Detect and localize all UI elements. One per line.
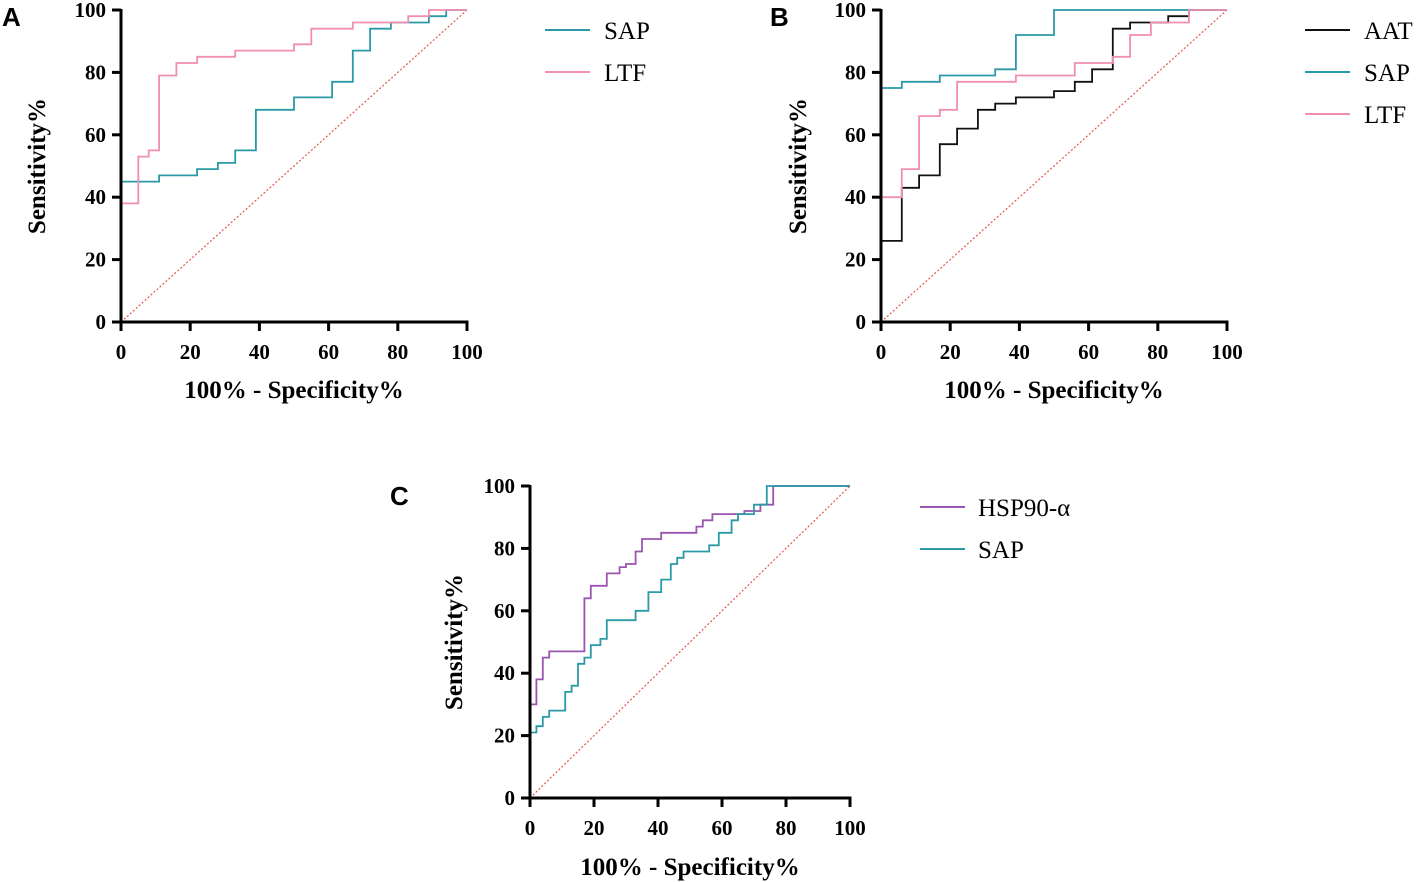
legend: SAP LTF <box>545 18 650 87</box>
x-axis-title: 100% - Specificity% <box>580 854 799 881</box>
x-tick-label: 20 <box>180 340 201 364</box>
y-tick-label: 100 <box>484 474 516 498</box>
y-tick-label: 0 <box>96 310 107 334</box>
panel-label: C <box>390 481 409 511</box>
y-tick-label: 80 <box>494 536 515 560</box>
y-axis-title: Sensitivity% <box>24 98 51 234</box>
x-tick-label: 100 <box>451 340 483 364</box>
y-tick-label: 20 <box>85 248 106 272</box>
panel-label: A <box>2 2 21 32</box>
x-tick-label: 40 <box>1009 340 1030 364</box>
y-tick-label: 80 <box>845 60 866 84</box>
y-tick-label: 20 <box>845 248 866 272</box>
roc-curve-sap <box>120 9 467 322</box>
roc-curve-sap <box>529 485 850 798</box>
legend-label: SAP <box>604 18 650 45</box>
y-tick-label: 60 <box>494 599 515 623</box>
x-tick-label: 60 <box>318 340 339 364</box>
y-tick-label: 100 <box>75 0 107 22</box>
x-tick-label: 20 <box>940 340 961 364</box>
legend-label: LTF <box>1364 102 1406 129</box>
x-tick-label: 80 <box>776 816 797 840</box>
legend: HSP90-α SAP <box>920 495 1070 564</box>
y-tick-label: 20 <box>494 724 515 748</box>
x-tick-label: 0 <box>525 816 536 840</box>
legend-label: SAP <box>978 537 1024 564</box>
roc-curve-aat <box>880 9 1227 322</box>
reference-diagonal-line <box>120 9 468 323</box>
x-tick-label: 80 <box>387 340 408 364</box>
x-tick-label: 0 <box>876 340 887 364</box>
roc-curve-hsp90- <box>529 485 850 798</box>
legend-label: LTF <box>604 60 646 87</box>
y-tick-label: 100 <box>835 0 867 22</box>
roc-curve-ltf <box>880 9 1227 322</box>
y-tick-label: 40 <box>85 185 106 209</box>
reference-diagonal-line <box>880 9 1228 323</box>
x-tick-label: 20 <box>584 816 605 840</box>
x-tick-label: 100 <box>1211 340 1243 364</box>
x-axis-title: 100% - Specificity% <box>944 377 1163 404</box>
y-tick-label: 80 <box>85 60 106 84</box>
roc-curve-sap <box>880 9 1227 322</box>
y-tick-label: 60 <box>845 123 866 147</box>
roc-panel-a: A 0 20 40 60 80 100 0 20 40 60 80 100 100% - Specific… <box>2 0 650 404</box>
y-tick-label: 40 <box>845 185 866 209</box>
legend: AAT SAP LTF <box>1305 18 1413 129</box>
legend-label: AAT <box>1364 18 1413 45</box>
y-tick-label: 0 <box>505 786 516 810</box>
panel-label: B <box>770 2 789 32</box>
x-tick-label: 100 <box>834 816 866 840</box>
legend-label: HSP90-α <box>978 495 1070 522</box>
roc-panel-c: C 0 20 40 60 80 100 0 20 40 60 80 100 100% - Specific… <box>390 474 1070 881</box>
y-tick-label: 40 <box>494 661 515 685</box>
reference-diagonal-line <box>529 485 851 799</box>
x-tick-label: 40 <box>648 816 669 840</box>
x-axis-title: 100% - Specificity% <box>184 377 403 404</box>
x-tick-label: 80 <box>1147 340 1168 364</box>
legend-label: SAP <box>1364 60 1410 87</box>
x-tick-label: 0 <box>116 340 127 364</box>
y-tick-label: 60 <box>85 123 106 147</box>
y-axis-title: Sensitivity% <box>785 98 812 234</box>
roc-curve-ltf <box>120 9 467 322</box>
roc-panel-b: B 0 20 40 60 80 100 0 20 40 60 80 100 100% - Specific… <box>770 0 1413 404</box>
y-tick-label: 0 <box>856 310 867 334</box>
x-tick-label: 60 <box>1078 340 1099 364</box>
x-tick-label: 40 <box>249 340 270 364</box>
x-tick-label: 60 <box>712 816 733 840</box>
y-axis-title: Sensitivity% <box>441 574 468 710</box>
